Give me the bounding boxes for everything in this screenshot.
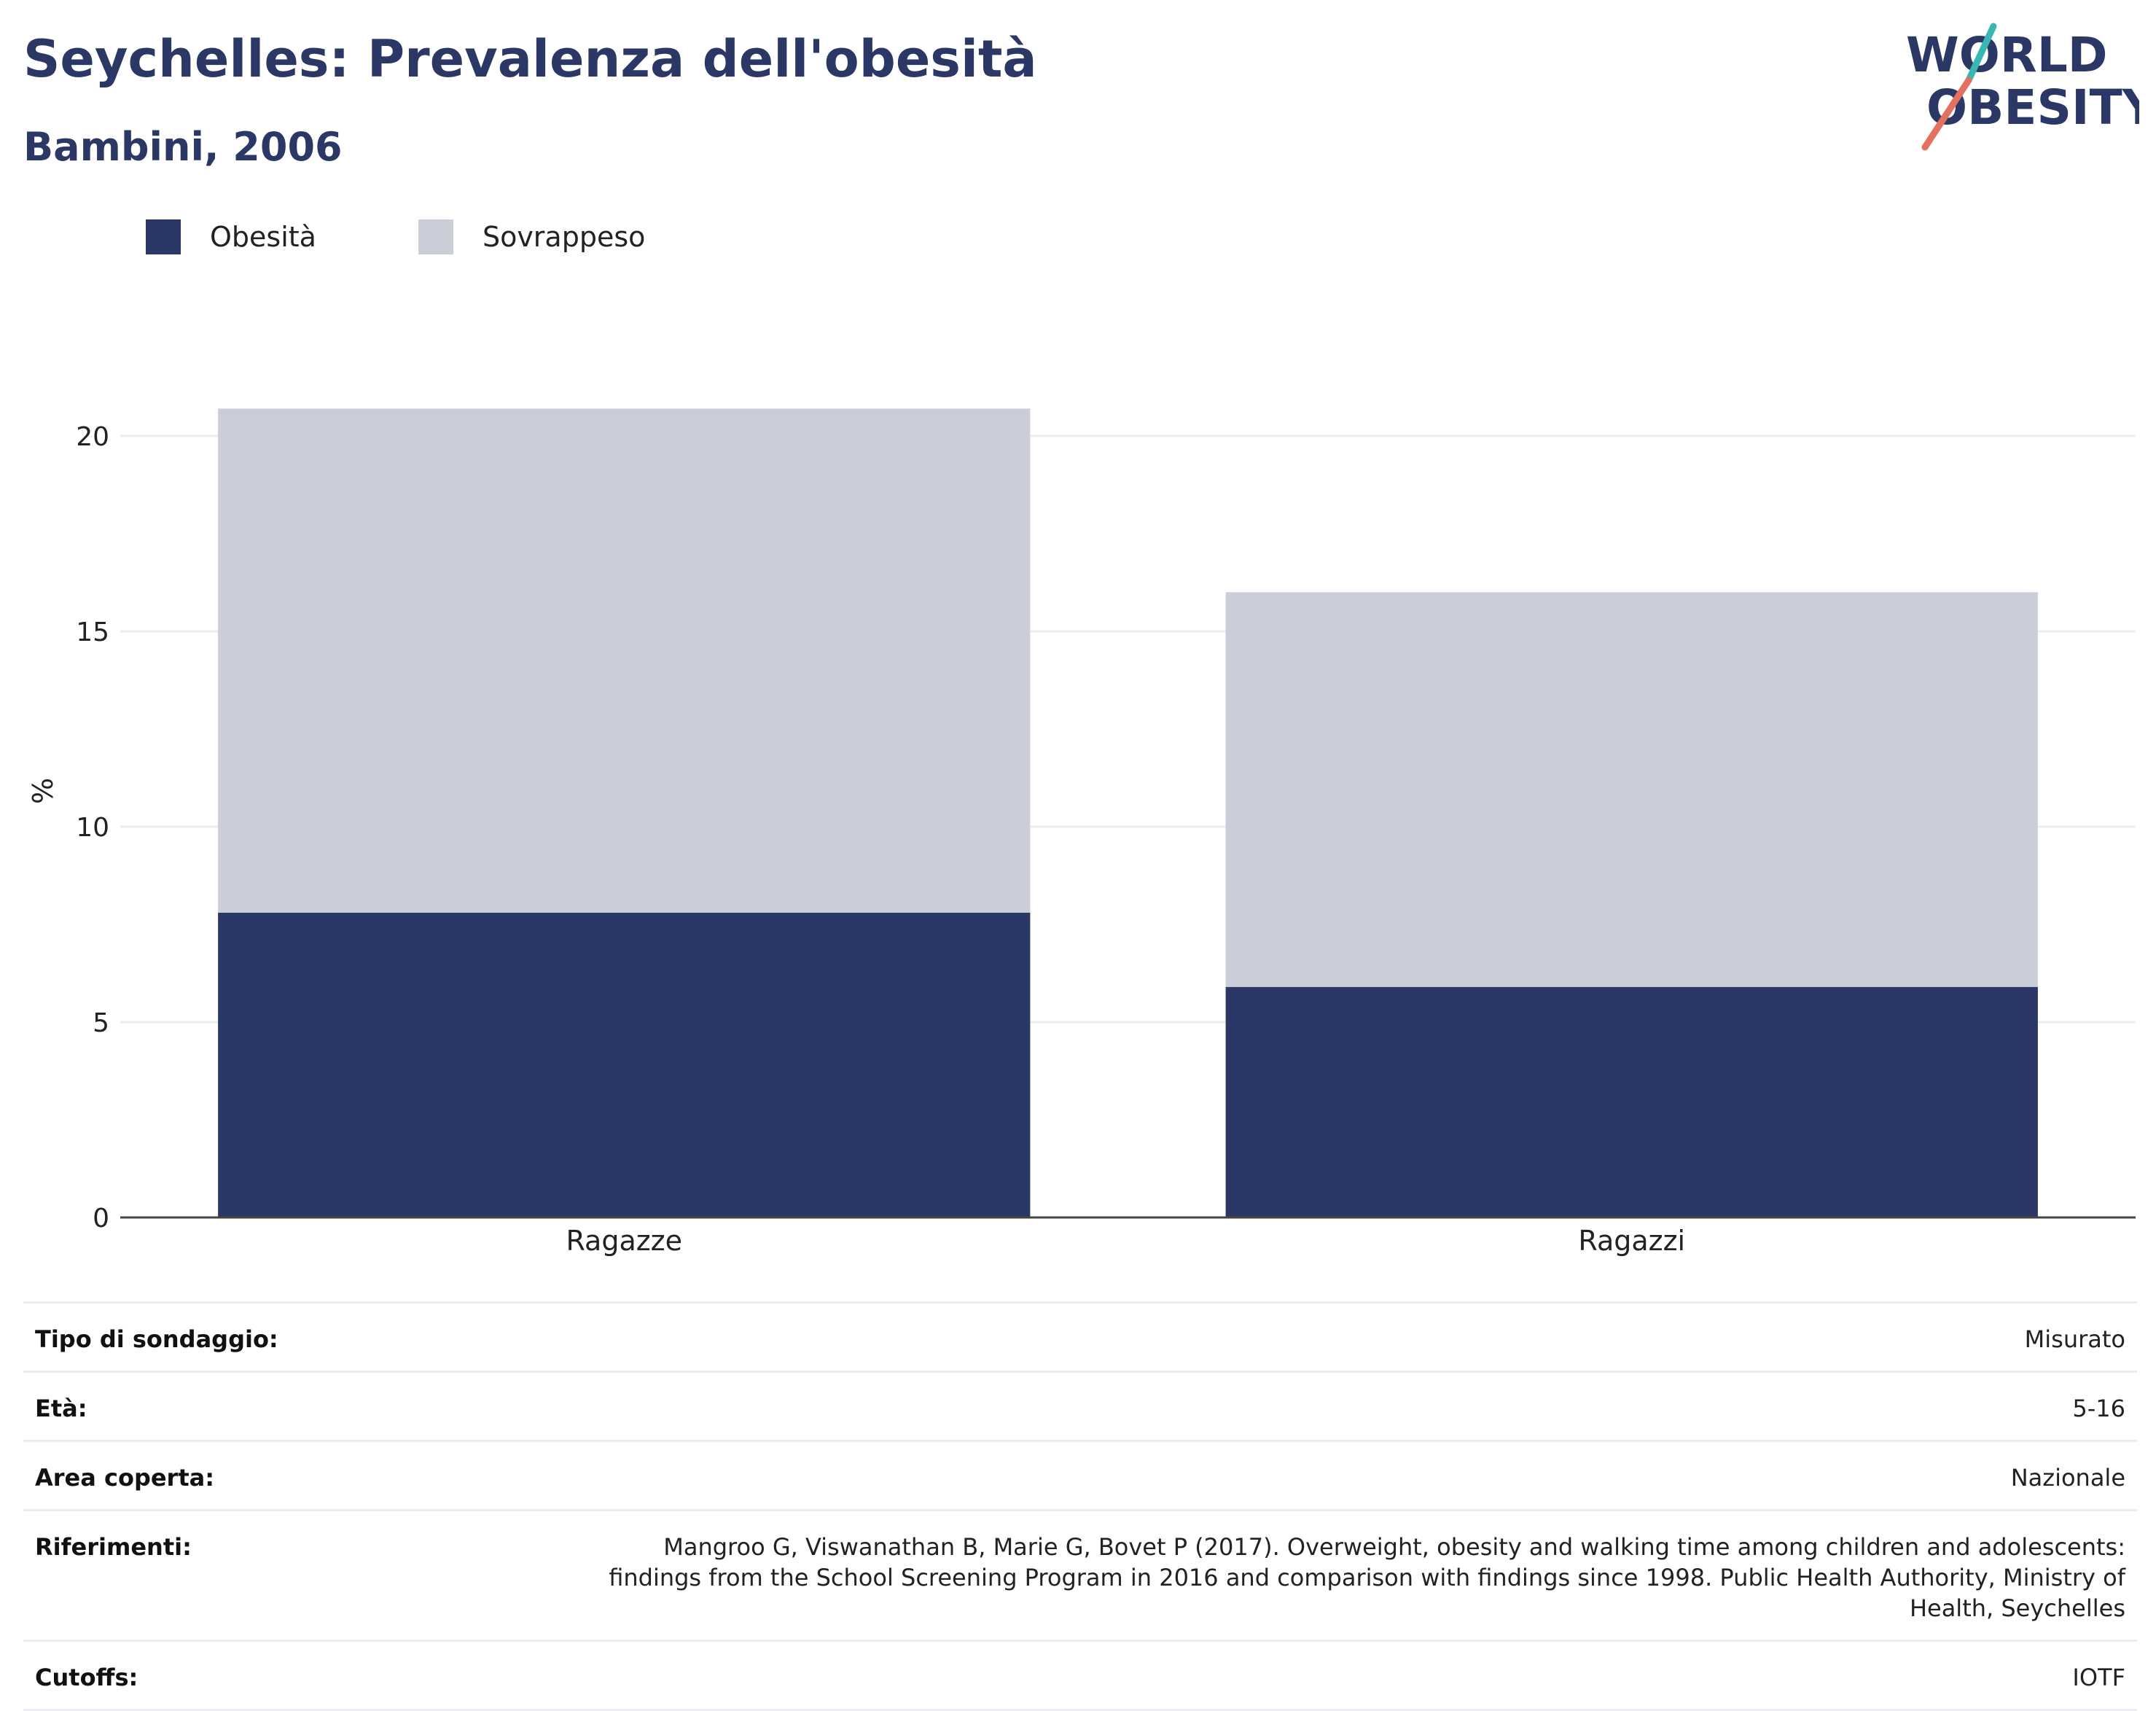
bar-overweight-ragazze [218,408,1031,913]
y-tick-label: 20 [76,422,109,452]
bar-obesity-ragazze [218,912,1031,1217]
info-value: IOTF [2072,1664,2125,1691]
info-value: Misurato [2024,1325,2125,1353]
info-row: Età: 5-16 [23,1371,2137,1440]
chart-subtitle: Bambini, 2006 [23,124,343,170]
info-label: Riferimenti: [35,1533,192,1561]
info-row: Area coperta: Nazionale [23,1440,2137,1509]
logo-line1: WORLD [1906,27,2108,83]
info-row: Cutoffs: IOTF [23,1640,2137,1711]
bar-obesity-ragazzi [1225,986,2038,1217]
info-label: Cutoffs: [35,1664,138,1691]
info-table: Tipo di sondaggio: Misurato Età: 5-16 Area c… [23,1301,2137,1711]
info-row: Tipo di sondaggio: Misurato [23,1301,2137,1371]
legend-item-obesity[interactable]: Obesità [146,219,316,254]
info-label: Tipo di sondaggio: [35,1325,278,1353]
x-tick-label: Ragazze [566,1225,682,1257]
world-obesity-logo: WORLD OBESITY [1906,23,2139,151]
y-tick-label: 5 [93,1008,109,1038]
bar-chart: 0 5 10 15 20% Ragazze Ragazzi [27,408,2136,1257]
logo-teal-stroke [1965,23,1997,84]
legend-swatch-overweight [418,219,453,254]
info-value: Mangroo G, Viswanathan B, Marie G, Bovet… [609,1533,2125,1622]
info-row: Riferimenti: Mangroo G, Viswanathan B, Ma… [23,1509,2137,1640]
info-value: Nazionale [2010,1464,2125,1492]
chart-legend: Obesità Sovrappeso [146,215,747,259]
legend-label-overweight: Sovrappeso [482,221,646,253]
y-axis-label: % [27,778,59,804]
info-label: Età: [35,1395,87,1422]
y-tick-label: 0 [93,1204,109,1233]
logo-coral-stroke [1921,77,1972,151]
chart-title: Seychelles: Prevalenza dell'obesità [23,29,1037,89]
y-tick-label: 10 [76,813,109,843]
y-tick-label: 15 [76,617,109,647]
legend-swatch-obesity [146,219,181,254]
info-label: Area coperta: [35,1464,215,1492]
x-tick-label: Ragazzi [1578,1225,1685,1257]
info-value: 5-16 [2072,1395,2125,1422]
bar-overweight-ragazzi [1225,592,2038,987]
legend-item-overweight[interactable]: Sovrappeso [418,219,645,254]
legend-label-obesity: Obesità [210,221,316,253]
